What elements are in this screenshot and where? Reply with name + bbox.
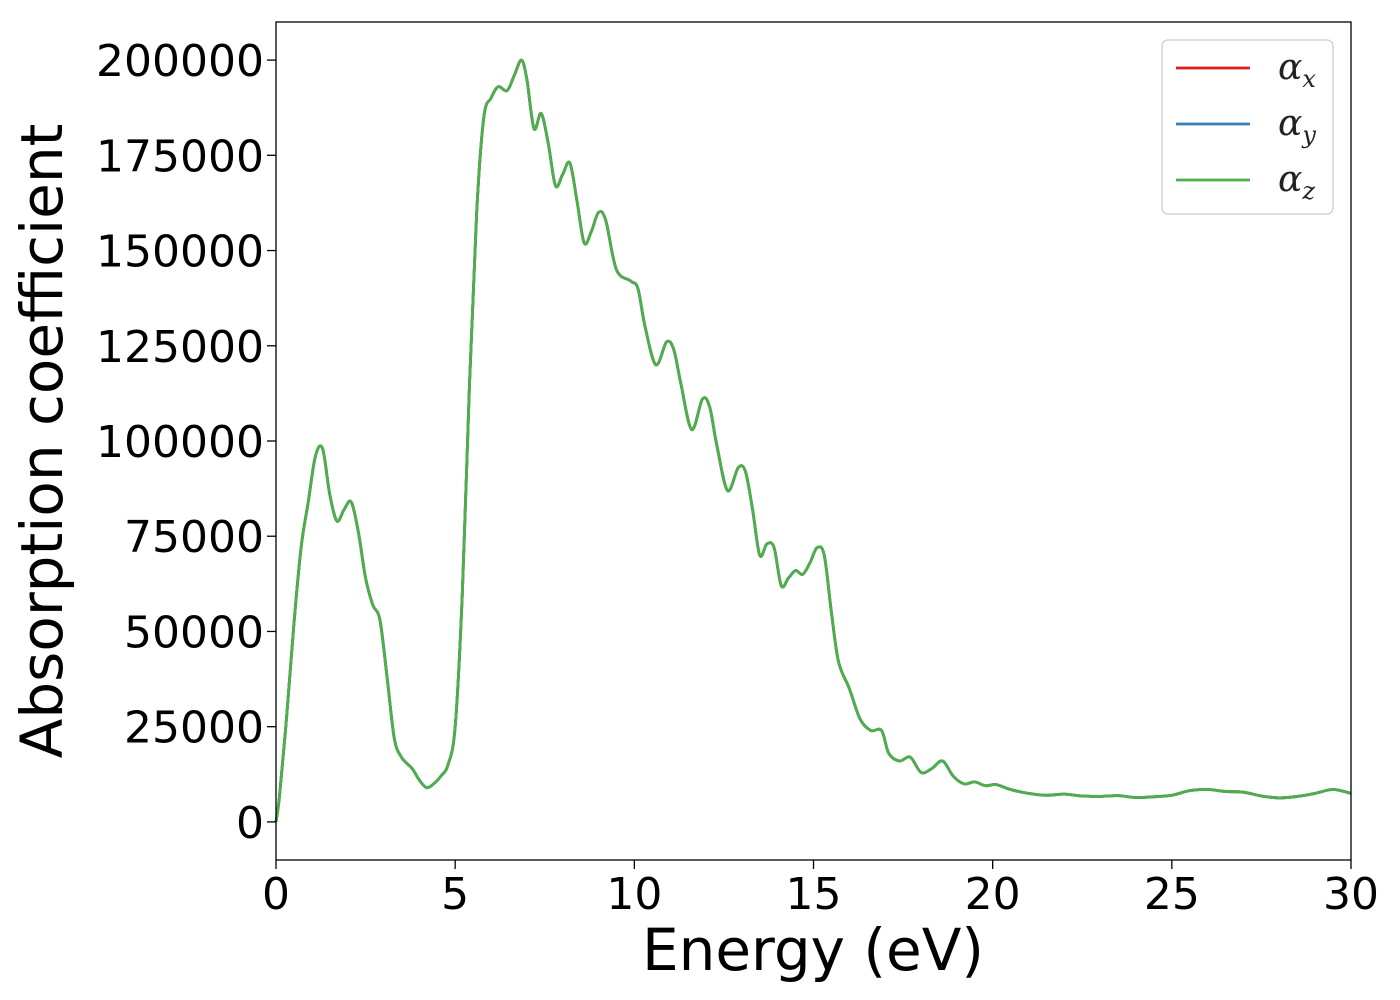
x-tick-label: 20 [965, 869, 1021, 920]
y-tick-label: 50000 [124, 607, 264, 658]
x-tick-label: 0 [262, 869, 290, 920]
legend-label-z: αz [1278, 159, 1315, 205]
y-tick-label: 25000 [124, 703, 264, 754]
x-axis-ticks: 0 5 10 15 20 25 30 [262, 860, 1379, 920]
legend-label-y: αy [1278, 103, 1316, 149]
legend-label-x: αx [1278, 47, 1316, 93]
x-tick-label: 30 [1323, 869, 1379, 920]
y-axis-label: Absorption coefficient [8, 124, 76, 759]
legend: αx αy αz [1161, 39, 1334, 215]
y-tick-label: 175000 [96, 131, 264, 182]
y-axis-ticks: 0 25000 50000 75000 100000 125000 150000 175000… [96, 36, 276, 849]
x-tick-label: 15 [786, 869, 842, 920]
y-tick-label: 100000 [96, 417, 264, 468]
x-tick-label: 10 [606, 869, 662, 920]
y-tick-label: 125000 [96, 322, 264, 373]
y-tick-label: 0 [236, 798, 264, 849]
series-line-z [274, 58, 1352, 823]
x-tick-label: 5 [441, 869, 469, 920]
x-tick-label: 25 [1144, 869, 1200, 920]
x-axis-label: Energy (eV) [642, 916, 984, 984]
y-tick-label: 200000 [96, 36, 264, 87]
series-layer [274, 58, 1352, 823]
y-tick-label: 150000 [96, 227, 264, 278]
y-tick-label: 75000 [124, 512, 264, 563]
legend-box [1161, 39, 1334, 215]
